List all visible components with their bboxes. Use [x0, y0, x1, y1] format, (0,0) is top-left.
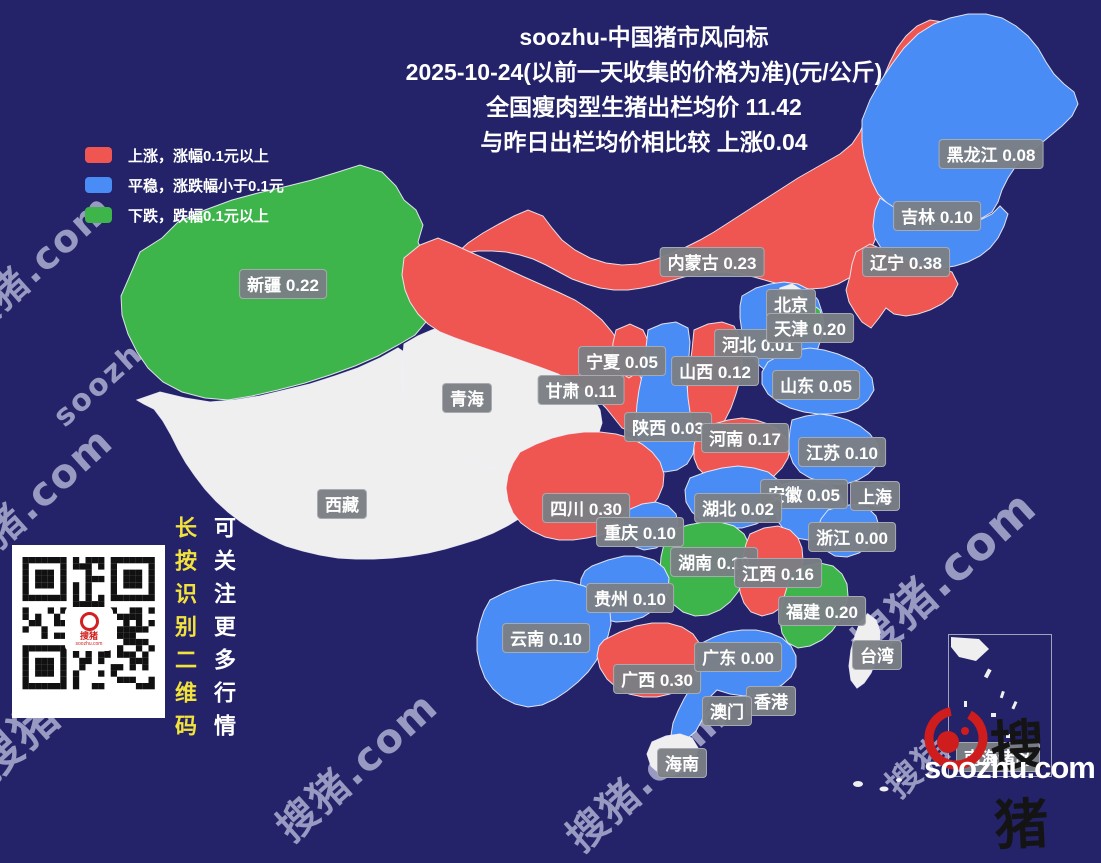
- title-line-price: 全国瘦肉型生猪出栏均价 11.42: [486, 94, 802, 120]
- province-label-上海: 上海: [850, 481, 900, 511]
- province-label-黑龙江: 黑龙江 0.08: [938, 139, 1044, 169]
- qr-logo-mark-icon: [79, 611, 99, 631]
- qr-logo-cn: 搜猪: [79, 630, 98, 641]
- qr-logo-en: soozhu.com: [75, 640, 103, 647]
- province-label-新疆: 新疆 0.22: [239, 269, 327, 299]
- province-label-海南: 海南: [657, 748, 707, 778]
- qr-center-logo: 搜猪 soozhu.com: [65, 607, 113, 651]
- island-shape: [896, 778, 902, 782]
- province-label-江苏: 江苏 0.10: [798, 437, 886, 467]
- province-label-福建: 福建 0.20: [778, 596, 866, 626]
- island-shape: [879, 786, 889, 792]
- province-label-layer: 新疆 0.22 西藏 青海 内蒙古 0.23 甘肃 0.11 宁夏 0.05 黑龙江 0.0…: [239, 139, 1044, 778]
- south-china-sea-inset: [948, 634, 1052, 777]
- pig-price-map-page: { "title": { "lines": [ "soozhu-中国猪市风向标"…: [0, 13, 1101, 862]
- province-label-广西: 广西 0.30: [613, 664, 701, 694]
- title-line-date: 2025-10-24(以前一天收集的价格为准)(元/公斤): [405, 59, 883, 85]
- province-label-重庆: 重庆 0.10: [596, 517, 684, 547]
- province-label-江西: 江西 0.16: [734, 558, 822, 588]
- title-line-brand: soozhu-中国猪市风向标: [519, 24, 769, 50]
- soozhu-emblem-icon: [924, 706, 988, 770]
- legend-label-down: 下跌，跌幅0.1元以上: [128, 207, 269, 225]
- legend-swatch-down: [85, 207, 112, 223]
- province-label-澳门: 澳门: [702, 696, 752, 726]
- legend: 上涨，涨幅0.1元以上 平稳，涨跌幅小于0.1元 下跌，跌幅0.1元以上: [85, 140, 284, 230]
- soozhu-logo-en: soozhu.com: [924, 750, 1096, 785]
- province-label-河南: 河南 0.17: [701, 423, 789, 453]
- legend-row-stable: 平稳，涨跌幅小于0.1元: [85, 170, 284, 200]
- legend-swatch-up: [85, 147, 112, 163]
- province-label-贵州: 贵州 0.10: [586, 583, 674, 613]
- province-label-云南: 云南 0.10: [502, 623, 590, 653]
- legend-label-stable: 平稳，涨跌幅小于0.1元: [128, 177, 284, 195]
- qr-followup-text: 可关注更多行情: [211, 516, 236, 747]
- province-label-台湾: 台湾: [852, 640, 902, 670]
- province-label-陕西: 陕西 0.03: [624, 412, 712, 442]
- province-label-广东: 广东 0.00: [694, 642, 782, 672]
- soozhu-logo: 搜猪 soozhu.com: [918, 692, 1101, 858]
- map-title: soozhu-中国猪市风向标 2025-10-24(以前一天收集的价格为准)(元…: [308, 20, 980, 160]
- province-label-西藏: 西藏: [317, 489, 367, 519]
- province-label-湖北: 湖北 0.02: [694, 493, 782, 523]
- legend-row-up: 上涨，涨幅0.1元以上: [85, 140, 284, 170]
- province-label-宁夏: 宁夏 0.05: [578, 346, 666, 376]
- legend-swatch-stable: [85, 177, 112, 193]
- legend-label-up: 上涨，涨幅0.1元以上: [128, 147, 269, 165]
- title-line-change: 与昨日出栏均价相比较 上涨0.04: [480, 129, 808, 155]
- province-label-山东: 山东 0.05: [772, 370, 860, 400]
- province-label-甘肃: 甘肃 0.11: [537, 375, 625, 405]
- legend-row-down: 下跌，跌幅0.1元以上: [85, 200, 284, 230]
- inset-islands: [951, 637, 1018, 738]
- province-label-山西: 山西 0.12: [671, 356, 759, 386]
- province-label-浙江: 浙江 0.00: [808, 522, 896, 552]
- province-label-内蒙古: 内蒙古 0.23: [659, 247, 765, 277]
- qr-instruction-text: 长按识别二维码: [172, 516, 197, 747]
- province-label-吉林: 吉林 0.10: [893, 201, 981, 231]
- province-label-青海: 青海: [442, 383, 492, 413]
- province-label-辽宁: 辽宁 0.38: [862, 247, 950, 277]
- province-label-香港: 香港: [746, 686, 796, 716]
- province-label-天津: 天津 0.20: [766, 313, 854, 343]
- island-shape: [853, 781, 863, 787]
- qr-code[interactable]: 搜猪 soozhu.com: [12, 545, 165, 718]
